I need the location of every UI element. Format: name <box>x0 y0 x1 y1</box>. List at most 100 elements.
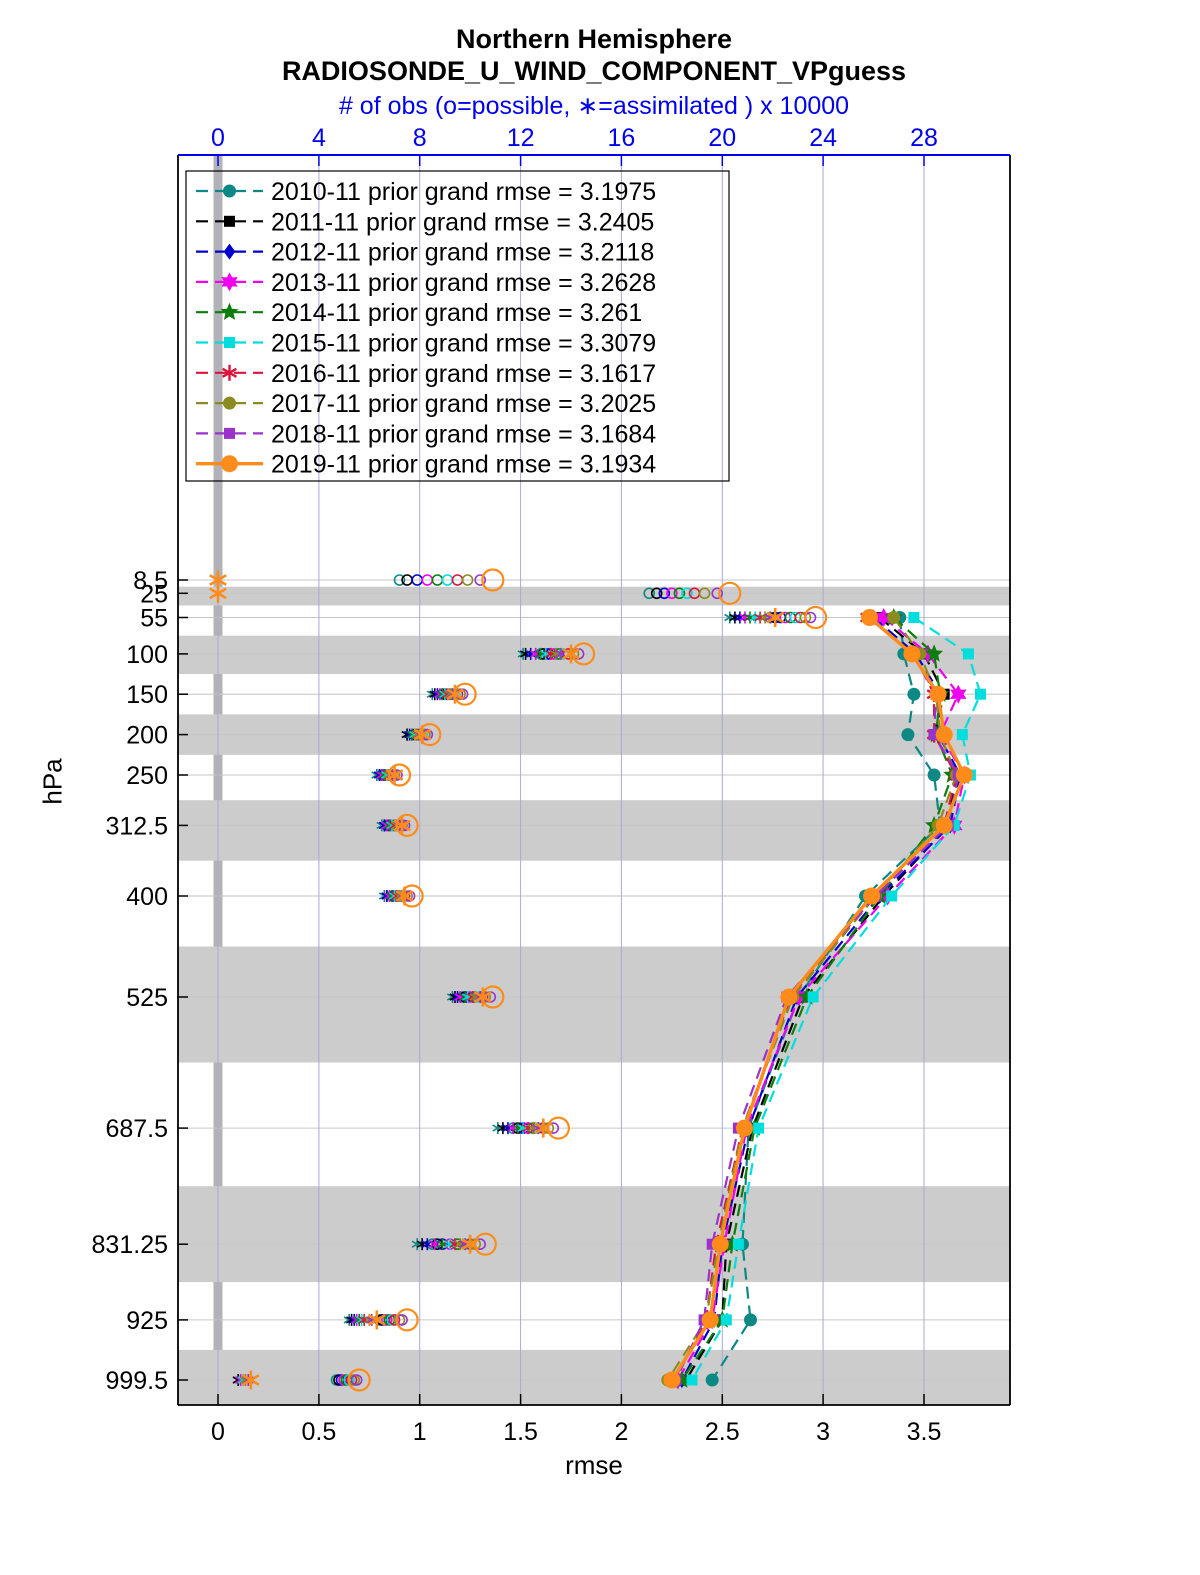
marker-open-circle <box>546 1116 571 1140</box>
marker-asterisk <box>522 1122 534 1135</box>
marker-circle <box>711 1235 729 1253</box>
marker-asterisk <box>449 1238 461 1251</box>
marker-circle <box>935 726 953 744</box>
marker-open-circle <box>650 587 663 600</box>
marker-open-circle <box>711 587 724 600</box>
chart-subtitle: RADIOSONDE_U_WIND_COMPONENT_VPguess <box>281 56 907 86</box>
marker-asterisk <box>385 765 404 785</box>
legend-item-2011-11: 2011-11 prior grand rmse = 3.2405 <box>196 208 654 236</box>
pressure-band <box>178 586 1010 606</box>
marker-asterisk <box>555 647 567 660</box>
x-tick-label: 2.5 <box>705 1418 740 1446</box>
marker-square <box>928 729 940 741</box>
marker-asterisk <box>540 647 552 660</box>
marker-open-circle <box>388 1314 401 1326</box>
marker-asterisk <box>545 647 557 660</box>
y-tick-label: 400 <box>126 883 168 911</box>
marker-open-circle <box>400 884 424 908</box>
marker-square <box>732 1238 744 1250</box>
x-tick-label: 0 <box>211 1418 225 1446</box>
y-tick-label: 925 <box>126 1307 168 1335</box>
legend-label: 2015-11 prior grand rmse = 3.3079 <box>271 330 656 358</box>
marker-open-circle <box>418 722 442 747</box>
marker-square <box>224 427 235 439</box>
marker-circle <box>705 1373 719 1387</box>
marker-circle <box>701 1311 719 1329</box>
legend-item-2013-11: 2013-11 prior grand rmse = 3.2628 <box>196 269 656 297</box>
marker-circle <box>744 1313 757 1327</box>
legend-label: 2010-11 prior grand rmse = 3.1975 <box>271 178 656 206</box>
marker-asterisk <box>411 1238 423 1251</box>
marker-asterisk <box>744 611 756 624</box>
marker-open-circle <box>474 574 487 586</box>
marker-asterisk <box>734 611 746 624</box>
marker-asterisk <box>562 644 580 664</box>
marker-open-circle <box>481 568 505 592</box>
legend-item-2010-11: 2010-11 prior grand rmse = 3.1975 <box>196 178 656 206</box>
marker-asterisk <box>221 364 238 381</box>
y-tick-label: 25 <box>140 580 168 608</box>
y-axis-label: hPa <box>37 758 68 805</box>
marker-star6 <box>875 608 892 627</box>
marker-open-circle <box>803 605 828 630</box>
top-tick-label: 4 <box>312 124 326 152</box>
pressure-band <box>178 800 1010 861</box>
marker-asterisk <box>749 611 761 624</box>
marker-asterisk <box>444 1238 456 1251</box>
legend-item-2016-11: 2016-11 prior grand rmse = 3.1617 <box>196 360 656 388</box>
marker-circle <box>929 685 947 703</box>
marker-square <box>224 215 235 227</box>
marker-asterisk <box>416 1238 428 1251</box>
top-tick-label: 20 <box>708 124 736 152</box>
marker-asterisk <box>461 1234 480 1254</box>
marker-asterisk <box>497 1122 509 1135</box>
y-tick-label: 525 <box>126 984 168 1012</box>
marker-circle <box>223 184 236 198</box>
chart-title: Northern Hemisphere <box>455 24 733 54</box>
pressure-band <box>178 946 1010 1063</box>
marker-asterisk <box>530 647 542 660</box>
y-tick-label: 999.5 <box>105 1367 168 1395</box>
marker-square <box>975 688 986 700</box>
legend-label: 2019-11 prior grand rmse = 3.1934 <box>271 451 656 479</box>
marker-circle <box>223 396 236 410</box>
marker-square <box>962 648 974 660</box>
x-tick-label: 2 <box>614 1418 628 1446</box>
marker-circle <box>907 687 921 701</box>
marker-circle <box>903 645 921 663</box>
legend-label: 2014-11 prior grand rmse = 3.261 <box>271 299 642 327</box>
marker-square <box>224 337 235 348</box>
top-axis-label: # of obs (o=possible, ∗=assimilated ) x … <box>338 92 850 120</box>
marker-diamond <box>223 243 236 260</box>
y-tick-label: 312.5 <box>105 812 168 840</box>
marker-asterisk <box>729 611 741 624</box>
x-tick-label: 0.5 <box>302 1418 337 1446</box>
x-tick-label: 3 <box>816 1418 830 1446</box>
pressure-band <box>178 1349 1010 1405</box>
x-axis-label: rmse <box>565 1450 623 1480</box>
marker-asterisk <box>535 647 547 660</box>
marker-square <box>956 729 968 741</box>
legend-label: 2012-11 prior grand rmse = 3.2118 <box>271 239 654 267</box>
legend-label: 2018-11 prior grand rmse = 3.1684 <box>271 420 656 448</box>
marker-open-circle <box>666 587 678 600</box>
marker-asterisk <box>754 611 766 624</box>
legend-item-2018-11: 2018-11 prior grand rmse = 3.1684 <box>196 420 656 448</box>
legend-box <box>185 170 730 482</box>
y-tick-label: 250 <box>126 762 168 790</box>
legend-label: 2016-11 prior grand rmse = 3.1617 <box>271 360 656 388</box>
marker-asterisk <box>446 684 464 704</box>
y-tick-label: 687.5 <box>105 1115 168 1143</box>
marker-circle <box>955 766 973 784</box>
marker-open-circle <box>393 574 406 586</box>
marker-circle <box>887 611 901 624</box>
marker-open-circle <box>673 587 686 600</box>
top-tick-label: 24 <box>809 124 837 152</box>
marker-circle <box>935 816 953 834</box>
marker-open-circle <box>698 587 711 600</box>
marker-circle <box>861 609 878 626</box>
marker-star6 <box>950 684 967 704</box>
marker-square <box>686 1374 698 1386</box>
marker-open-circle <box>350 1374 363 1386</box>
